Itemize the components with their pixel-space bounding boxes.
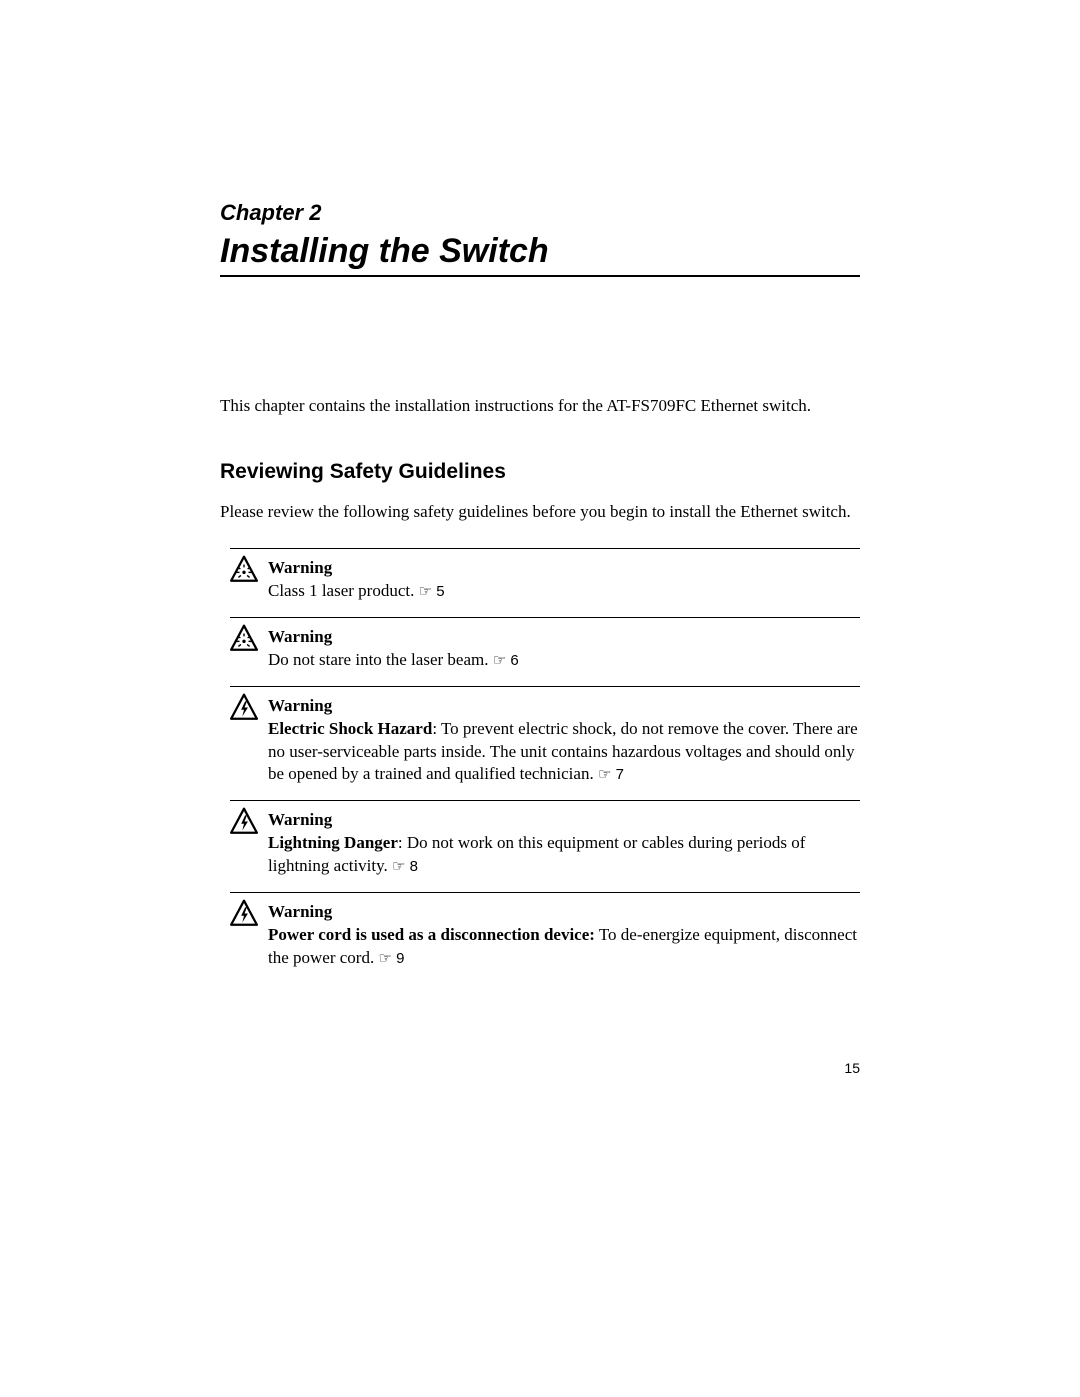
warnings-list: WarningClass 1 laser product. ☞ 5Warning… [220, 548, 860, 970]
warning-body: Do not stare into the laser beam. ☞ 6 [268, 649, 519, 672]
section-intro: Please review the following safety guide… [220, 501, 860, 524]
document-page: Chapter 2 Installing the Switch This cha… [0, 0, 1080, 970]
warning-text: WarningLightning Danger: Do not work on … [268, 809, 860, 878]
warning-block: WarningPower cord is used as a disconnec… [230, 892, 860, 970]
section-heading: Reviewing Safety Guidelines [220, 460, 860, 484]
warning-block: WarningClass 1 laser product. ☞ 5 [230, 548, 860, 603]
warning-text: WarningDo not stare into the laser beam.… [268, 626, 519, 672]
chapter-intro: This chapter contains the installation i… [220, 395, 860, 418]
warning-text: WarningClass 1 laser product. ☞ 5 [268, 557, 445, 603]
shock-warning-icon [230, 899, 258, 932]
warning-body: Class 1 laser product. ☞ 5 [268, 580, 445, 603]
warning-body-text: Class 1 laser product. [268, 581, 419, 600]
shock-warning-icon [230, 807, 258, 835]
reference-marker: ☞ 5 [419, 583, 445, 600]
chapter-title: Installing the Switch [220, 232, 860, 277]
shock-warning-icon [230, 693, 258, 721]
warning-bold-prefix: Lightning Danger [268, 833, 398, 852]
shock-warning-icon [230, 899, 258, 927]
page-number: 15 [844, 1060, 860, 1076]
warning-text: WarningPower cord is used as a disconnec… [268, 901, 860, 970]
warning-label: Warning [268, 626, 519, 649]
warning-block: WarningLightning Danger: Do not work on … [230, 800, 860, 878]
warning-block: WarningElectric Shock Hazard: To prevent… [230, 686, 860, 787]
reference-marker: ☞ 8 [392, 858, 418, 875]
warning-label: Warning [268, 557, 445, 580]
warning-label: Warning [268, 901, 860, 924]
warning-body-text: Do not stare into the laser beam. [268, 650, 493, 669]
reference-marker: ☞ 7 [598, 766, 624, 783]
chapter-label: Chapter 2 [220, 200, 860, 226]
laser-warning-icon [230, 624, 258, 652]
warning-block: WarningDo not stare into the laser beam.… [230, 617, 860, 672]
warning-label: Warning [268, 695, 860, 718]
warning-body: Lightning Danger: Do not work on this eq… [268, 832, 860, 878]
warning-text: WarningElectric Shock Hazard: To prevent… [268, 695, 860, 787]
warning-label: Warning [268, 809, 860, 832]
laser-warning-icon [230, 555, 258, 588]
shock-warning-icon [230, 693, 258, 726]
warning-bold-prefix: Electric Shock Hazard [268, 719, 432, 738]
warning-body: Electric Shock Hazard: To prevent electr… [268, 718, 860, 787]
warning-bold-prefix: Power cord is used as a disconnection de… [268, 925, 595, 944]
shock-warning-icon [230, 807, 258, 840]
laser-warning-icon [230, 624, 258, 657]
warning-body: Power cord is used as a disconnection de… [268, 924, 860, 970]
reference-marker: ☞ 6 [493, 652, 519, 669]
laser-warning-icon [230, 555, 258, 583]
reference-marker: ☞ 9 [378, 950, 404, 967]
